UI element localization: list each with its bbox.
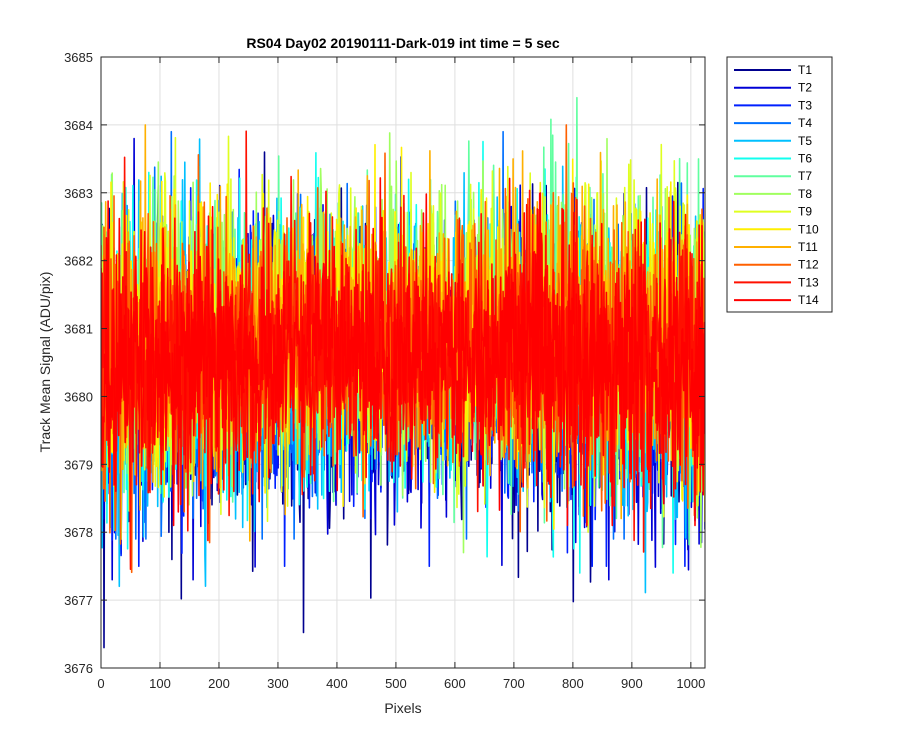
x-tick-label: 0 <box>97 676 104 691</box>
x-tick-label: 200 <box>208 676 230 691</box>
y-tick-label: 3677 <box>64 593 93 608</box>
legend-label-t3: T3 <box>798 98 812 112</box>
y-tick-label: 3684 <box>64 118 93 133</box>
y-axis-label: Track Mean Signal (ADU/pix) <box>37 272 53 453</box>
legend-label-t2: T2 <box>798 81 812 95</box>
legend-label-t10: T10 <box>798 222 819 236</box>
series-layer <box>101 96 705 649</box>
x-axis-ticks: 0 100 200 300 400 500 600 700 800 900 1000 <box>97 57 705 691</box>
legend-label-t9: T9 <box>798 205 812 219</box>
legend: T1 T2 T3 T4 T5 T6 T7 T8 T9 T10 T11 T12 T13 T14 <box>726 56 833 313</box>
legend-label-t1: T1 <box>798 63 812 77</box>
y-tick-label: 3683 <box>64 186 93 201</box>
x-tick-label: 1000 <box>676 676 705 691</box>
y-tick-label: 3682 <box>64 254 93 269</box>
x-tick-label: 600 <box>444 676 466 691</box>
x-tick-label: 900 <box>621 676 643 691</box>
x-tick-label: 500 <box>385 676 407 691</box>
x-tick-label: 800 <box>562 676 584 691</box>
y-tick-label: 3685 <box>64 50 93 65</box>
y-axis-ticks: 3676 3677 3678 3679 3680 3681 3682 3683 3684 3685 <box>64 50 705 676</box>
legend-label-t4: T4 <box>798 116 812 130</box>
x-axis-label: Pixels <box>384 700 421 716</box>
legend-label-t7: T7 <box>798 169 812 183</box>
legend-label-t6: T6 <box>798 152 812 166</box>
legend-label-t14: T14 <box>798 293 819 307</box>
y-tick-label: 3679 <box>64 457 93 472</box>
legend-label-t5: T5 <box>798 134 812 148</box>
y-tick-label: 3678 <box>64 525 93 540</box>
x-tick-label: 100 <box>149 676 171 691</box>
series-line-t14 <box>101 177 705 527</box>
y-tick-label: 3676 <box>64 661 93 676</box>
plot-frame <box>100 56 706 669</box>
legend-label-t8: T8 <box>798 187 812 201</box>
legend-box <box>726 56 833 313</box>
x-tick-label: 300 <box>267 676 289 691</box>
y-tick-label: 3680 <box>64 389 93 404</box>
x-tick-label: 400 <box>326 676 348 691</box>
legend-label-t13: T13 <box>798 275 819 289</box>
chart-title: RS04 Day02 20190111-Dark-019 int time = … <box>246 35 559 51</box>
y-tick-label: 3681 <box>64 322 93 337</box>
legend-label-t11: T11 <box>798 240 818 254</box>
x-tick-label: 700 <box>503 676 525 691</box>
legend-label-t12: T12 <box>798 258 819 272</box>
